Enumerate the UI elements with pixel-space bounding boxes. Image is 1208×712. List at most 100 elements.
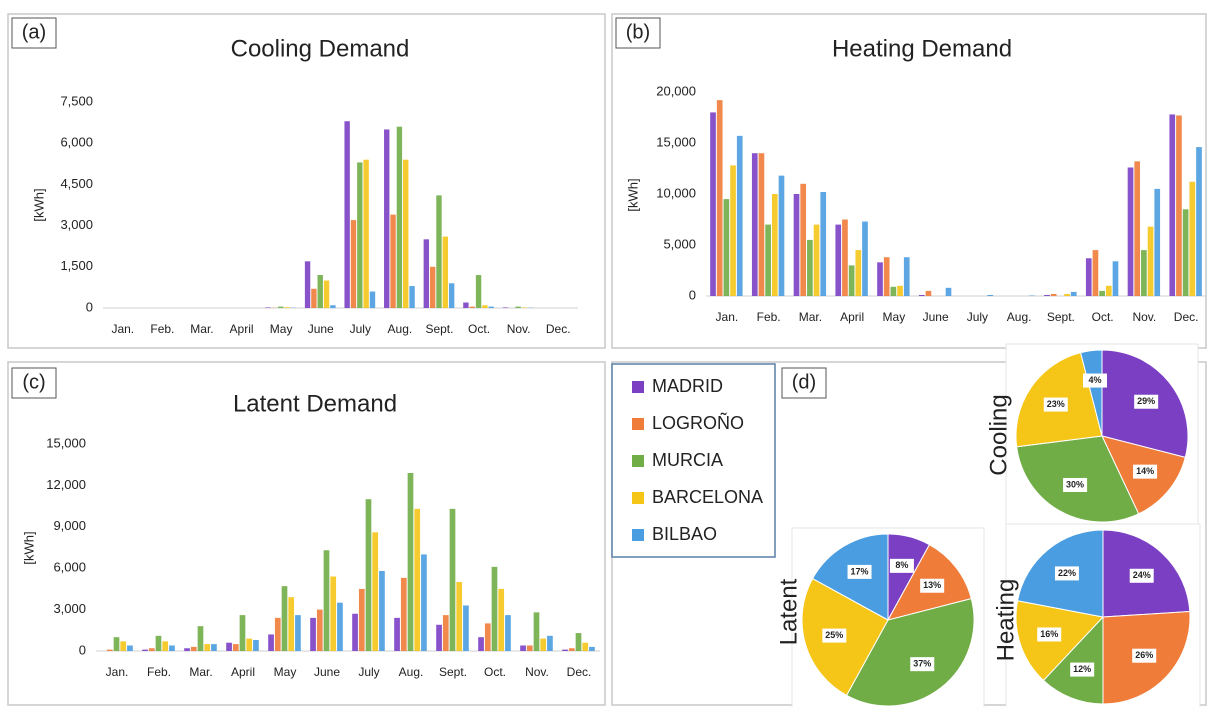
bar: [835, 225, 841, 296]
bar: [379, 571, 385, 651]
x-tick-label: July: [350, 322, 371, 336]
bar: [363, 160, 368, 308]
legend-label: BARCELONA: [652, 487, 763, 507]
legend-label: BILBAO: [652, 524, 717, 544]
y-tick-label: 0: [86, 299, 93, 314]
bar: [305, 261, 310, 308]
bar: [710, 112, 716, 296]
bar: [246, 639, 252, 651]
bar: [1141, 250, 1147, 296]
bar: [384, 129, 389, 308]
bar: [498, 589, 504, 651]
x-tick-label: Dec.: [567, 665, 592, 679]
bar: [926, 291, 932, 296]
y-tick-label: 12,000: [46, 477, 86, 492]
bar: [752, 153, 758, 296]
legend-swatch: [632, 418, 644, 430]
bar: [372, 532, 378, 651]
bar: [226, 643, 232, 651]
bar: [522, 307, 527, 308]
bar: [478, 637, 484, 651]
bar: [589, 647, 595, 651]
bar: [842, 220, 848, 297]
y-tick-label: 3,000: [60, 217, 93, 232]
bar: [310, 618, 316, 651]
bar: [807, 240, 813, 296]
bar: [1169, 114, 1175, 296]
bar: [107, 650, 113, 651]
chart-title: Latent Demand: [233, 390, 397, 417]
x-tick-label: Feb.: [757, 310, 781, 324]
bar: [1189, 182, 1195, 296]
x-tick-label: Mar.: [189, 665, 212, 679]
x-tick-label: Jan.: [716, 310, 739, 324]
bar: [233, 644, 239, 651]
bar: [765, 225, 771, 296]
y-tick-label: 5,000: [663, 236, 696, 251]
bar: [114, 637, 120, 651]
bar: [737, 136, 743, 296]
x-tick-label: Jan.: [111, 322, 134, 336]
bar: [268, 634, 274, 651]
bar: [275, 618, 281, 651]
x-tick-label: Aug.: [399, 665, 424, 679]
bar: [403, 160, 408, 308]
bar: [1183, 209, 1189, 296]
data-label: 29%: [1137, 396, 1155, 406]
x-tick-label: May: [883, 310, 906, 324]
y-tick-label: 9,000: [53, 518, 86, 533]
bar: [456, 582, 462, 651]
bar: [357, 162, 362, 308]
bar: [401, 578, 407, 651]
bar: [1064, 294, 1070, 296]
bar: [476, 275, 481, 308]
data-label: 12%: [1073, 664, 1091, 674]
chart-title: Heating Demand: [832, 35, 1012, 62]
x-tick-label: Sept.: [1047, 310, 1075, 324]
y-tick-label: 6,000: [60, 135, 93, 150]
bar: [897, 286, 903, 296]
bar: [240, 615, 246, 651]
x-tick-label: May: [274, 665, 297, 679]
bar: [877, 262, 883, 296]
bar: [1071, 292, 1077, 296]
x-tick-label: April: [230, 322, 254, 336]
x-tick-label: Nov.: [1132, 310, 1156, 324]
bar: [1099, 291, 1105, 296]
x-tick-label: April: [231, 665, 255, 679]
x-tick-label: Dec.: [546, 322, 571, 336]
x-tick-label: Sept.: [439, 665, 467, 679]
bar: [1154, 189, 1160, 296]
x-tick-label: Oct.: [1092, 310, 1114, 324]
data-label: 16%: [1040, 629, 1058, 639]
bar: [849, 265, 855, 296]
legend-swatch: [632, 381, 644, 393]
bar: [987, 295, 993, 296]
bar: [1029, 295, 1035, 296]
y-tick-label: 15,000: [46, 435, 86, 450]
bar: [492, 567, 498, 651]
bar: [1093, 250, 1099, 296]
bar: [394, 618, 400, 651]
x-tick-label: Aug.: [388, 322, 413, 336]
bar: [284, 307, 289, 308]
bar: [424, 239, 429, 308]
legend-swatch: [632, 492, 644, 504]
bar: [324, 550, 330, 651]
bar: [288, 597, 294, 651]
bar: [1128, 167, 1134, 296]
x-tick-label: Aug.: [1007, 310, 1032, 324]
bar: [779, 176, 785, 296]
bar: [562, 650, 568, 651]
x-tick-label: Dec.: [1174, 310, 1199, 324]
bar: [198, 626, 204, 651]
legend-label: MURCIA: [652, 450, 723, 470]
bar: [800, 184, 806, 296]
data-label: 25%: [825, 630, 843, 640]
bar: [730, 165, 736, 296]
bar: [1176, 115, 1182, 296]
bar: [527, 645, 533, 651]
x-tick-label: Mar.: [190, 322, 213, 336]
bar: [311, 289, 316, 308]
bar: [482, 305, 487, 308]
